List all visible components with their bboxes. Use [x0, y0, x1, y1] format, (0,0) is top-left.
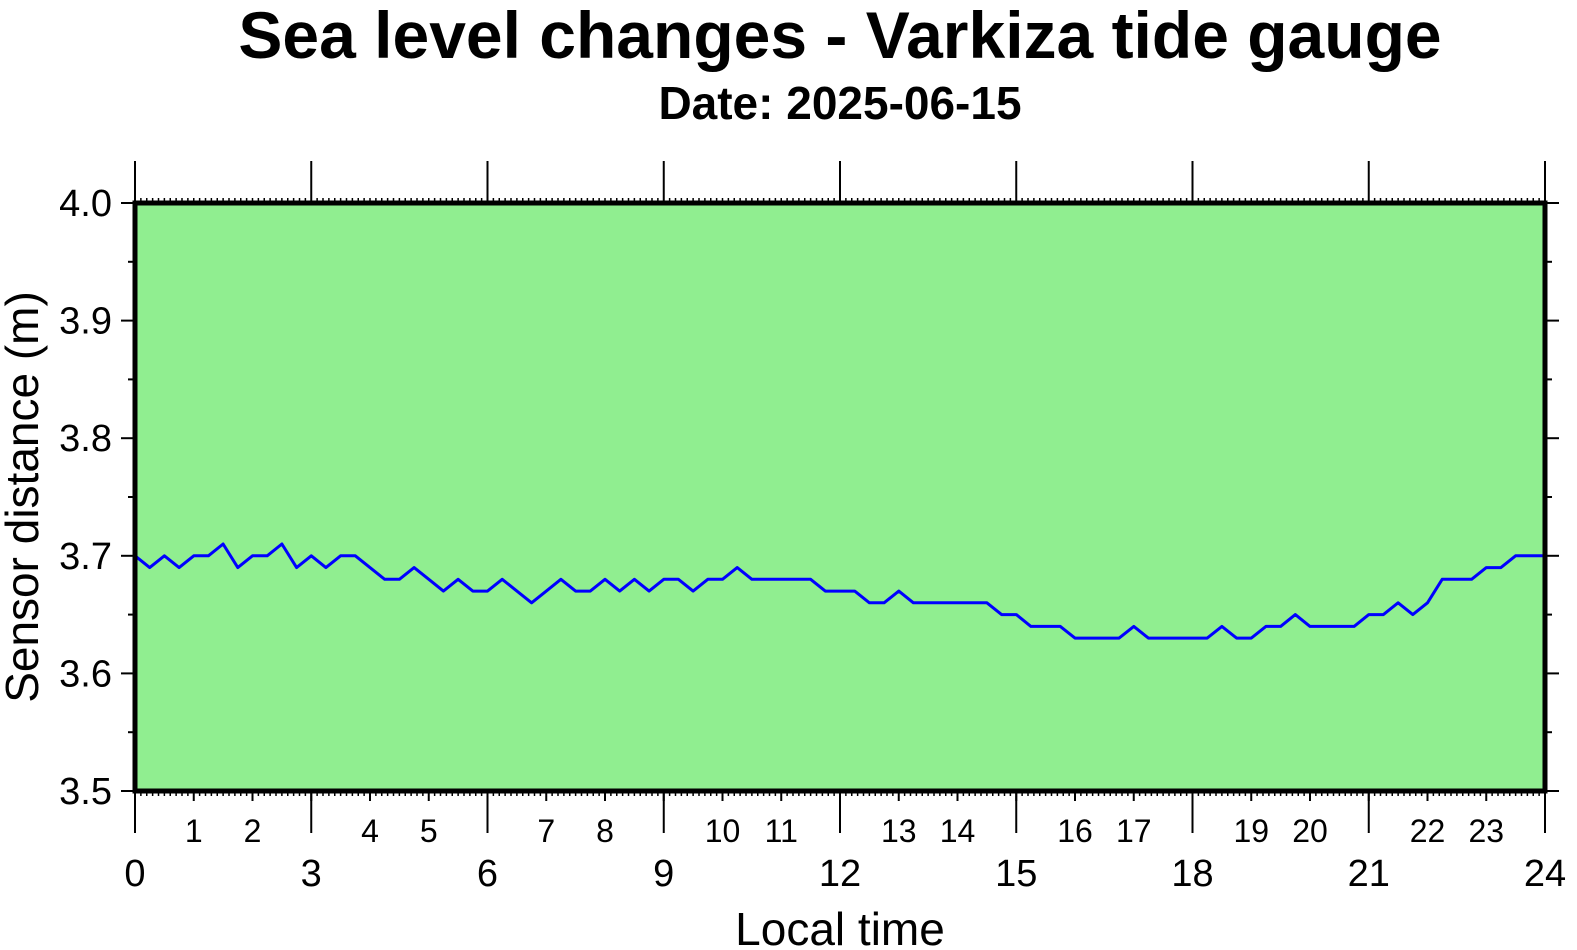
x-major-tick-label: 6 — [477, 853, 498, 895]
y-tick-label: 3.6 — [59, 653, 112, 695]
label-layer: 0 3 6 9 12 15 18 21 241 2 4 5 7 8 10 11 13 14 16 17 19 20 22 23… — [59, 183, 1566, 895]
x-hour-tick-label: 2 — [244, 813, 262, 849]
x-hour-tick-label: 11 — [765, 813, 798, 849]
y-tick-label: 3.7 — [59, 536, 112, 578]
y-tick-label: 3.8 — [59, 418, 112, 460]
x-hour-tick-label: 13 — [881, 813, 917, 849]
x-hour-tick-label: 22 — [1410, 813, 1446, 849]
x-hour-tick-label: 5 — [420, 813, 438, 849]
x-major-tick-label: 3 — [301, 853, 322, 895]
x-major-tick-label: 15 — [995, 853, 1037, 895]
x-hour-tick-label: 1 — [185, 813, 203, 849]
plot-area — [135, 203, 1545, 791]
x-major-tick-label: 18 — [1171, 853, 1213, 895]
x-hour-tick-label: 20 — [1292, 813, 1328, 849]
x-hour-tick-label: 19 — [1233, 813, 1269, 849]
x-major-tick-label: 9 — [653, 853, 674, 895]
x-hour-tick-label: 23 — [1468, 813, 1504, 849]
y-tick-label: 3.5 — [59, 771, 112, 813]
x-hour-tick-label: 8 — [596, 813, 614, 849]
y-tick-label: 3.9 — [59, 301, 112, 343]
y-tick-label: 4.0 — [59, 183, 112, 225]
chart-title: Sea level changes - Varkiza tide gauge — [238, 0, 1442, 72]
x-hour-tick-label: 10 — [705, 813, 741, 849]
x-hour-tick-label: 17 — [1116, 813, 1152, 849]
chart-subtitle: Date: 2025-06-15 — [658, 77, 1022, 129]
y-axis-label: Sensor distance (m) — [0, 291, 48, 703]
x-major-tick-label: 24 — [1524, 853, 1566, 895]
x-major-tick-label: 0 — [124, 853, 145, 895]
plot-frame — [132, 200, 1548, 794]
sea-level-series-line — [134, 542, 1545, 640]
x-hour-tick-label: 7 — [537, 813, 555, 849]
x-major-tick-label: 12 — [819, 853, 861, 895]
x-hour-tick-label: 4 — [361, 813, 379, 849]
x-axis-label: Local time — [735, 903, 945, 950]
x-hour-tick-label: 14 — [940, 813, 976, 849]
x-hour-tick-label: 16 — [1057, 813, 1093, 849]
x-major-tick-label: 21 — [1348, 853, 1390, 895]
